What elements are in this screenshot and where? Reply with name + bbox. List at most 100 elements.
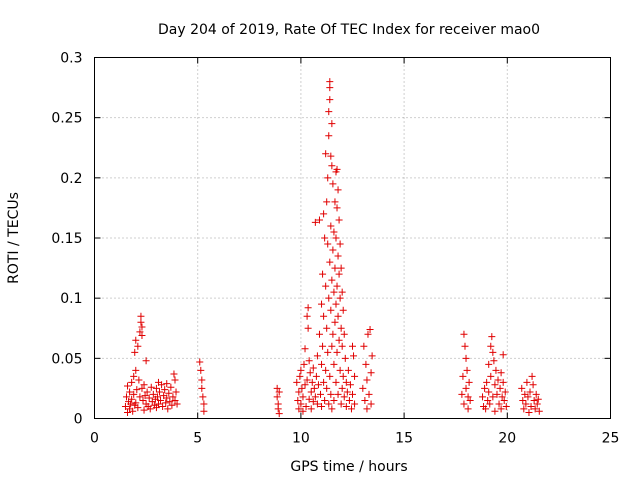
data-point xyxy=(486,400,494,408)
data-point xyxy=(332,378,340,386)
data-point xyxy=(296,372,304,380)
data-point xyxy=(460,330,468,338)
data-point xyxy=(307,388,315,396)
data-point xyxy=(334,186,342,194)
y-axis-label: ROTI / TECUs xyxy=(6,192,22,284)
data-point xyxy=(134,404,142,412)
data-point xyxy=(152,384,160,392)
data-point xyxy=(481,384,489,392)
data-point xyxy=(147,383,155,391)
data-point xyxy=(334,252,342,260)
data-point xyxy=(518,384,526,392)
data-point xyxy=(363,405,371,413)
data-point xyxy=(322,150,330,158)
data-point xyxy=(343,388,351,396)
data-point xyxy=(497,405,505,413)
data-point xyxy=(339,306,347,314)
data-point xyxy=(529,381,537,389)
data-point xyxy=(172,388,180,396)
x-tick-label: 0 xyxy=(90,431,99,447)
data-point xyxy=(367,400,375,408)
data-point xyxy=(275,388,283,396)
data-point xyxy=(535,407,543,415)
data-point xyxy=(295,388,303,396)
data-point xyxy=(321,234,329,242)
data-point xyxy=(134,342,142,350)
data-point xyxy=(527,402,535,410)
data-point xyxy=(143,388,151,396)
data-point xyxy=(360,342,368,350)
data-point xyxy=(328,120,336,128)
data-point xyxy=(326,96,334,104)
data-point xyxy=(165,389,173,397)
data-point xyxy=(163,394,171,402)
data-point xyxy=(340,393,348,401)
data-point xyxy=(135,376,143,384)
data-point xyxy=(170,370,178,378)
data-point xyxy=(318,402,326,410)
data-point xyxy=(328,162,336,170)
data-point xyxy=(500,396,508,404)
data-point xyxy=(335,270,343,278)
data-point xyxy=(156,388,164,396)
data-point xyxy=(330,228,338,236)
data-point xyxy=(362,360,370,368)
data-point xyxy=(322,366,330,374)
data-point xyxy=(312,372,320,380)
x-tick-label: 25 xyxy=(602,431,620,447)
y-axis-tick-labels: 0 0.05 0.1 0.15 0.2 0.25 0.3 xyxy=(51,51,82,428)
data-point xyxy=(531,405,539,413)
data-point xyxy=(460,400,468,408)
data-point xyxy=(273,384,281,392)
data-point xyxy=(523,378,531,386)
data-point xyxy=(153,393,161,401)
data-point xyxy=(166,398,174,406)
data-point xyxy=(501,388,509,396)
data-point xyxy=(485,388,493,396)
data-point xyxy=(338,384,346,392)
data-point xyxy=(132,336,140,344)
data-point xyxy=(330,288,338,296)
data-point xyxy=(171,396,179,404)
data-point xyxy=(485,360,493,368)
data-point xyxy=(309,398,317,406)
data-point xyxy=(323,384,331,392)
data-point xyxy=(326,84,334,92)
data-point xyxy=(164,405,172,413)
data-point xyxy=(305,395,313,403)
data-point xyxy=(318,360,326,368)
data-point xyxy=(199,393,207,401)
data-point xyxy=(367,369,375,377)
data-point xyxy=(305,357,313,365)
data-point xyxy=(483,378,491,386)
data-point xyxy=(325,294,333,302)
data-point xyxy=(464,405,472,413)
data-point xyxy=(349,390,356,398)
data-point xyxy=(146,405,154,413)
data-point xyxy=(533,400,541,408)
data-point xyxy=(364,330,372,338)
data-point xyxy=(532,390,540,398)
data-point xyxy=(298,384,306,392)
data-point xyxy=(327,390,335,398)
data-point xyxy=(322,282,330,290)
data-point xyxy=(127,400,135,408)
data-point xyxy=(136,328,144,336)
data-point xyxy=(495,400,503,408)
data-point xyxy=(366,325,374,333)
data-point xyxy=(140,381,148,389)
data-point xyxy=(309,364,317,372)
data-point xyxy=(138,323,146,331)
data-point xyxy=(333,165,341,173)
data-point xyxy=(520,405,528,413)
data-point xyxy=(337,324,345,332)
data-point xyxy=(197,366,205,374)
data-point xyxy=(145,394,153,402)
data-point xyxy=(489,393,497,401)
data-point xyxy=(491,381,499,389)
data-point xyxy=(141,392,149,400)
data-point xyxy=(492,366,500,374)
data-point xyxy=(130,390,138,398)
data-point xyxy=(334,390,342,398)
data-point xyxy=(336,294,344,302)
